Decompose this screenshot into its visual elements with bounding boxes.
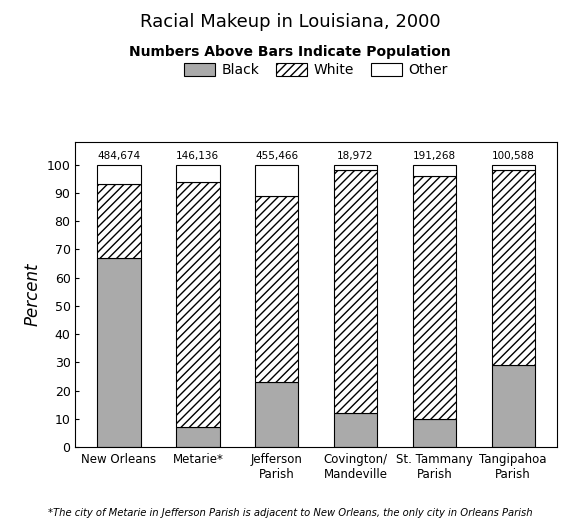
- Bar: [491, 165, 535, 170]
- Bar: [334, 165, 377, 170]
- Bar: [334, 413, 377, 447]
- Text: 191,268: 191,268: [413, 151, 456, 161]
- Text: 18,972: 18,972: [338, 151, 374, 161]
- Bar: [255, 196, 298, 382]
- Bar: [334, 170, 377, 413]
- Bar: [97, 185, 141, 258]
- Text: Numbers Above Bars Indicate Population: Numbers Above Bars Indicate Population: [129, 45, 451, 59]
- Bar: [176, 427, 219, 447]
- Text: 484,674: 484,674: [97, 151, 140, 161]
- Bar: [176, 181, 219, 427]
- Bar: [413, 176, 456, 419]
- Bar: [97, 165, 141, 185]
- Bar: [413, 165, 456, 176]
- Y-axis label: Percent: Percent: [23, 263, 41, 326]
- Bar: [255, 165, 298, 196]
- Bar: [97, 258, 141, 447]
- Bar: [491, 170, 535, 365]
- Text: Racial Makeup in Louisiana, 2000: Racial Makeup in Louisiana, 2000: [140, 13, 440, 31]
- Bar: [255, 382, 298, 447]
- Bar: [176, 165, 219, 181]
- Text: 455,466: 455,466: [255, 151, 298, 161]
- Text: 100,588: 100,588: [492, 151, 535, 161]
- Text: *The city of Metarie in Jefferson Parish is adjacent to New Orleans, the only ci: *The city of Metarie in Jefferson Parish…: [48, 508, 532, 518]
- Bar: [413, 419, 456, 447]
- Legend: Black, White, Other: Black, White, Other: [179, 57, 454, 83]
- Bar: [491, 365, 535, 447]
- Text: 146,136: 146,136: [176, 151, 219, 161]
